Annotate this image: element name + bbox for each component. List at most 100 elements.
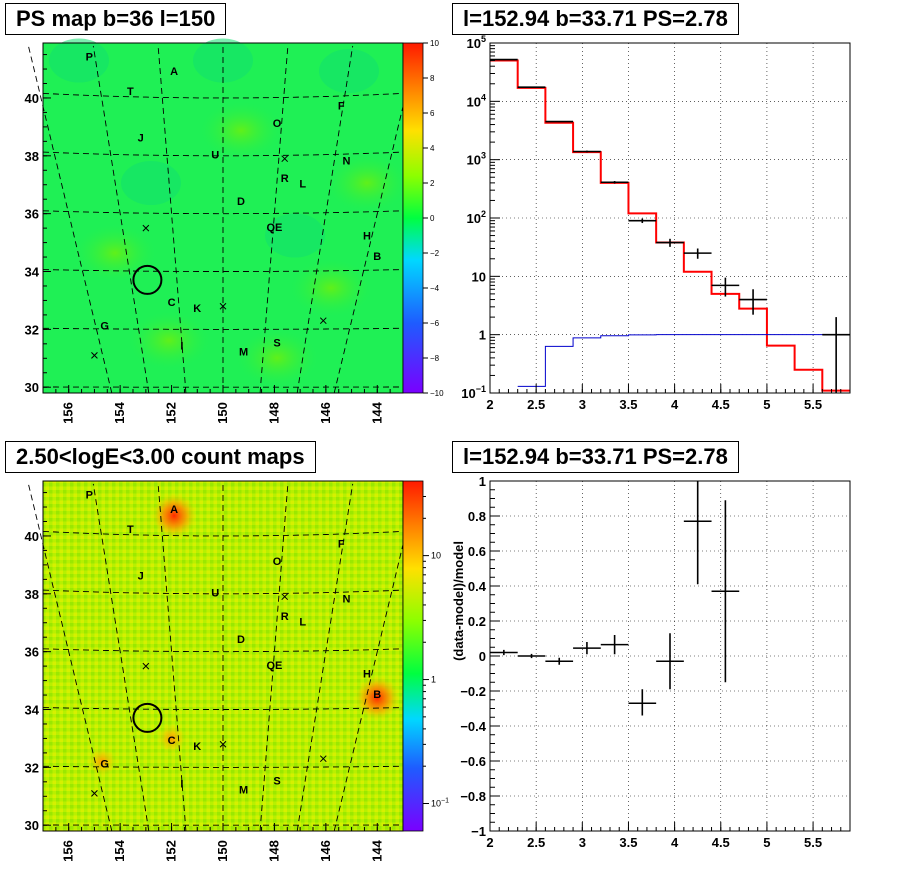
residual-x-tick-label: 3 (579, 835, 586, 850)
count-map-bright-source (355, 675, 400, 720)
x-tick-label: 146 (318, 840, 333, 862)
source-label: L (299, 617, 306, 629)
y-tick-label: 32 (25, 322, 39, 337)
graticule-longitude-line (157, 45, 187, 394)
residual-y-tick-label: −1 (471, 824, 486, 839)
colorbar-tick-label: 1 (431, 675, 436, 685)
residual-x-tick-label: 5.5 (804, 835, 822, 850)
source-label: H (363, 669, 371, 681)
residual-x-tick-label: 2 (486, 835, 493, 850)
x-tick-label: 150 (215, 840, 230, 862)
graticule-longitude-line (92, 45, 150, 394)
source-label: R (281, 611, 289, 623)
spectrum-y-tick-label: 105 (467, 34, 486, 51)
source-label: H (363, 231, 371, 243)
ps-map-fluctuation (201, 102, 281, 159)
residual-x-tick-label: 4.5 (712, 835, 730, 850)
spectrum-data-group (490, 43, 850, 393)
source-label: A (170, 504, 178, 516)
residual-x-tick-label: 5 (763, 835, 770, 850)
source-label: U (211, 150, 219, 162)
source-label: D (237, 196, 245, 208)
source-label: O (273, 556, 282, 568)
y-tick-label: 34 (25, 703, 40, 718)
colorbar-tick-label: 10 (430, 39, 439, 48)
target-circle (132, 264, 163, 295)
spectrum-y-tick-label: 102 (467, 209, 486, 226)
y-tick-label: 36 (25, 207, 39, 222)
source-label: L (299, 179, 306, 191)
spectrum-y-tick-label: 104 (467, 92, 486, 109)
ps-map-fluctuation (327, 155, 407, 211)
source-cross-marker (91, 790, 98, 797)
colorbar-tick-label: −2 (430, 249, 440, 258)
source-cross-marker (219, 740, 227, 748)
spectrum-x-tick-label: 5.5 (804, 397, 822, 412)
residual-y-tick-label: 0.6 (468, 544, 486, 559)
source-label: D (237, 634, 245, 646)
graticule-latitude-line (42, 210, 404, 215)
residual-y-tick-label: 0.2 (468, 614, 486, 629)
source-label: M (239, 784, 248, 796)
source-label: J (138, 570, 144, 582)
spectrum-title: l=152.94 b=33.71 PS=2.78 (452, 3, 739, 35)
residual-y-tick-label: −0.2 (460, 684, 486, 699)
x-tick-label: 152 (164, 840, 179, 862)
count-map-bright-source (88, 747, 117, 776)
x-tick-label: 156 (61, 402, 76, 424)
y-tick-label: 40 (25, 529, 39, 544)
spectrum-x-tick-label: 3.5 (619, 397, 637, 412)
source-label: B (373, 251, 381, 263)
ps-map-fluctuation (319, 49, 379, 93)
spectrum-x-tick-label: 3 (579, 397, 586, 412)
count-map-bright-source (157, 724, 186, 753)
source-cross-marker (142, 662, 150, 670)
source-label: F (338, 101, 345, 113)
graticule-latitude-line (42, 648, 404, 653)
colorbar-tick-label: −6 (430, 319, 440, 328)
graticule-longitude-line (92, 483, 150, 832)
source-label: G (100, 320, 109, 332)
source-label: I (180, 779, 183, 791)
graticule-longitude-line (296, 483, 354, 832)
x-tick-label: 146 (318, 402, 333, 424)
residual-y-tick-label: −0.6 (460, 754, 486, 769)
ps-map-fluctuation (121, 161, 181, 205)
source-label: P (86, 51, 93, 63)
background-model-histogram (517, 334, 850, 387)
ps-map-fluctuation (75, 225, 155, 281)
residual-y-tick-label: −0.8 (460, 789, 486, 804)
graticule-longitude-line (157, 483, 187, 832)
source-label: N (342, 155, 350, 167)
ps-map-fluctuation (291, 260, 371, 316)
residual-x-tick-label: 2.5 (527, 835, 545, 850)
residual-y-axis-label: (data-model)/model (451, 541, 466, 661)
x-tick-label: 148 (266, 402, 281, 424)
source-cross-marker (91, 352, 98, 359)
source-cross-marker (319, 755, 327, 763)
target-circle (132, 702, 163, 733)
ps-map-fluctuation (237, 330, 317, 386)
x-tick-label: 154 (112, 401, 127, 423)
x-tick-label: 144 (369, 401, 384, 423)
graticule-latitude-line (42, 151, 404, 157)
x-tick-label: 144 (369, 839, 384, 861)
source-label: N (342, 593, 350, 605)
source-label: M (239, 346, 248, 358)
source-label: T (127, 86, 134, 98)
source-label: F (338, 539, 345, 551)
colorbar-tick-label: 8 (430, 74, 435, 83)
y-tick-label: 40 (25, 91, 39, 106)
source-label: QE (266, 660, 282, 672)
ps-map-fluctuation (265, 213, 325, 258)
x-tick-label: 156 (61, 840, 76, 862)
colorbar-tick-label: 10 (431, 551, 441, 561)
source-label: B (373, 689, 381, 701)
source-label: P (86, 489, 93, 501)
source-label: T (127, 524, 134, 536)
source-cross-marker (281, 593, 289, 601)
y-tick-label: 30 (25, 818, 39, 833)
source-label: K (193, 303, 201, 315)
colorbar-tick-label: −8 (430, 354, 440, 363)
source-cross-marker (142, 224, 150, 232)
